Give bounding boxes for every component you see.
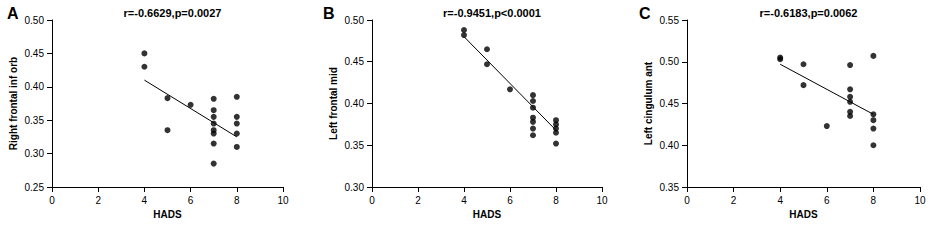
- svg-text:8: 8: [553, 195, 559, 206]
- svg-text:C: C: [639, 5, 651, 22]
- svg-text:0.50: 0.50: [345, 15, 365, 26]
- svg-text:0.30: 0.30: [25, 148, 45, 159]
- svg-text:r=-0.6183,p=0.0062: r=-0.6183,p=0.0062: [760, 7, 858, 19]
- svg-text:Left cingulum ant: Left cingulum ant: [643, 61, 654, 145]
- svg-text:HADS: HADS: [789, 209, 818, 220]
- svg-text:6: 6: [507, 195, 513, 206]
- svg-text:10: 10: [277, 195, 289, 206]
- svg-text:2: 2: [415, 195, 421, 206]
- svg-text:6: 6: [188, 195, 194, 206]
- svg-text:B: B: [323, 5, 335, 22]
- svg-text:0.25: 0.25: [25, 182, 45, 193]
- svg-text:0: 0: [369, 195, 375, 206]
- svg-text:2: 2: [731, 195, 737, 206]
- svg-text:0.35: 0.35: [25, 115, 45, 126]
- svg-text:8: 8: [234, 195, 240, 206]
- svg-text:10: 10: [914, 195, 926, 206]
- svg-text:4: 4: [777, 195, 783, 206]
- svg-text:0.35: 0.35: [345, 140, 365, 151]
- svg-text:0.40: 0.40: [660, 140, 680, 151]
- svg-text:0.55: 0.55: [660, 15, 680, 26]
- svg-text:4: 4: [142, 195, 148, 206]
- svg-text:0.40: 0.40: [345, 98, 365, 109]
- svg-text:0: 0: [684, 195, 690, 206]
- svg-text:A: A: [7, 5, 19, 22]
- svg-text:2: 2: [95, 195, 101, 206]
- svg-text:10: 10: [596, 195, 608, 206]
- svg-text:0.45: 0.45: [25, 48, 45, 59]
- svg-text:0: 0: [49, 195, 55, 206]
- svg-text:Left frontal mid: Left frontal mid: [328, 67, 339, 140]
- svg-text:6: 6: [824, 195, 830, 206]
- svg-text:0.45: 0.45: [345, 56, 365, 67]
- svg-text:HADS: HADS: [473, 209, 502, 220]
- svg-text:0.50: 0.50: [660, 56, 680, 67]
- svg-text:r=-0.9451,p<0.0001: r=-0.9451,p<0.0001: [443, 7, 541, 19]
- svg-text:HADS: HADS: [153, 209, 182, 220]
- svg-text:0.35: 0.35: [660, 182, 680, 193]
- svg-text:0.45: 0.45: [660, 98, 680, 109]
- svg-text:Right frontal inf orb: Right frontal inf orb: [8, 57, 19, 150]
- svg-text:8: 8: [871, 195, 877, 206]
- svg-text:r=-0.6629,p=0.0027: r=-0.6629,p=0.0027: [124, 7, 222, 19]
- svg-text:0.30: 0.30: [345, 182, 365, 193]
- svg-text:0.40: 0.40: [25, 81, 45, 92]
- svg-text:0.50: 0.50: [25, 15, 45, 26]
- svg-text:4: 4: [461, 195, 467, 206]
